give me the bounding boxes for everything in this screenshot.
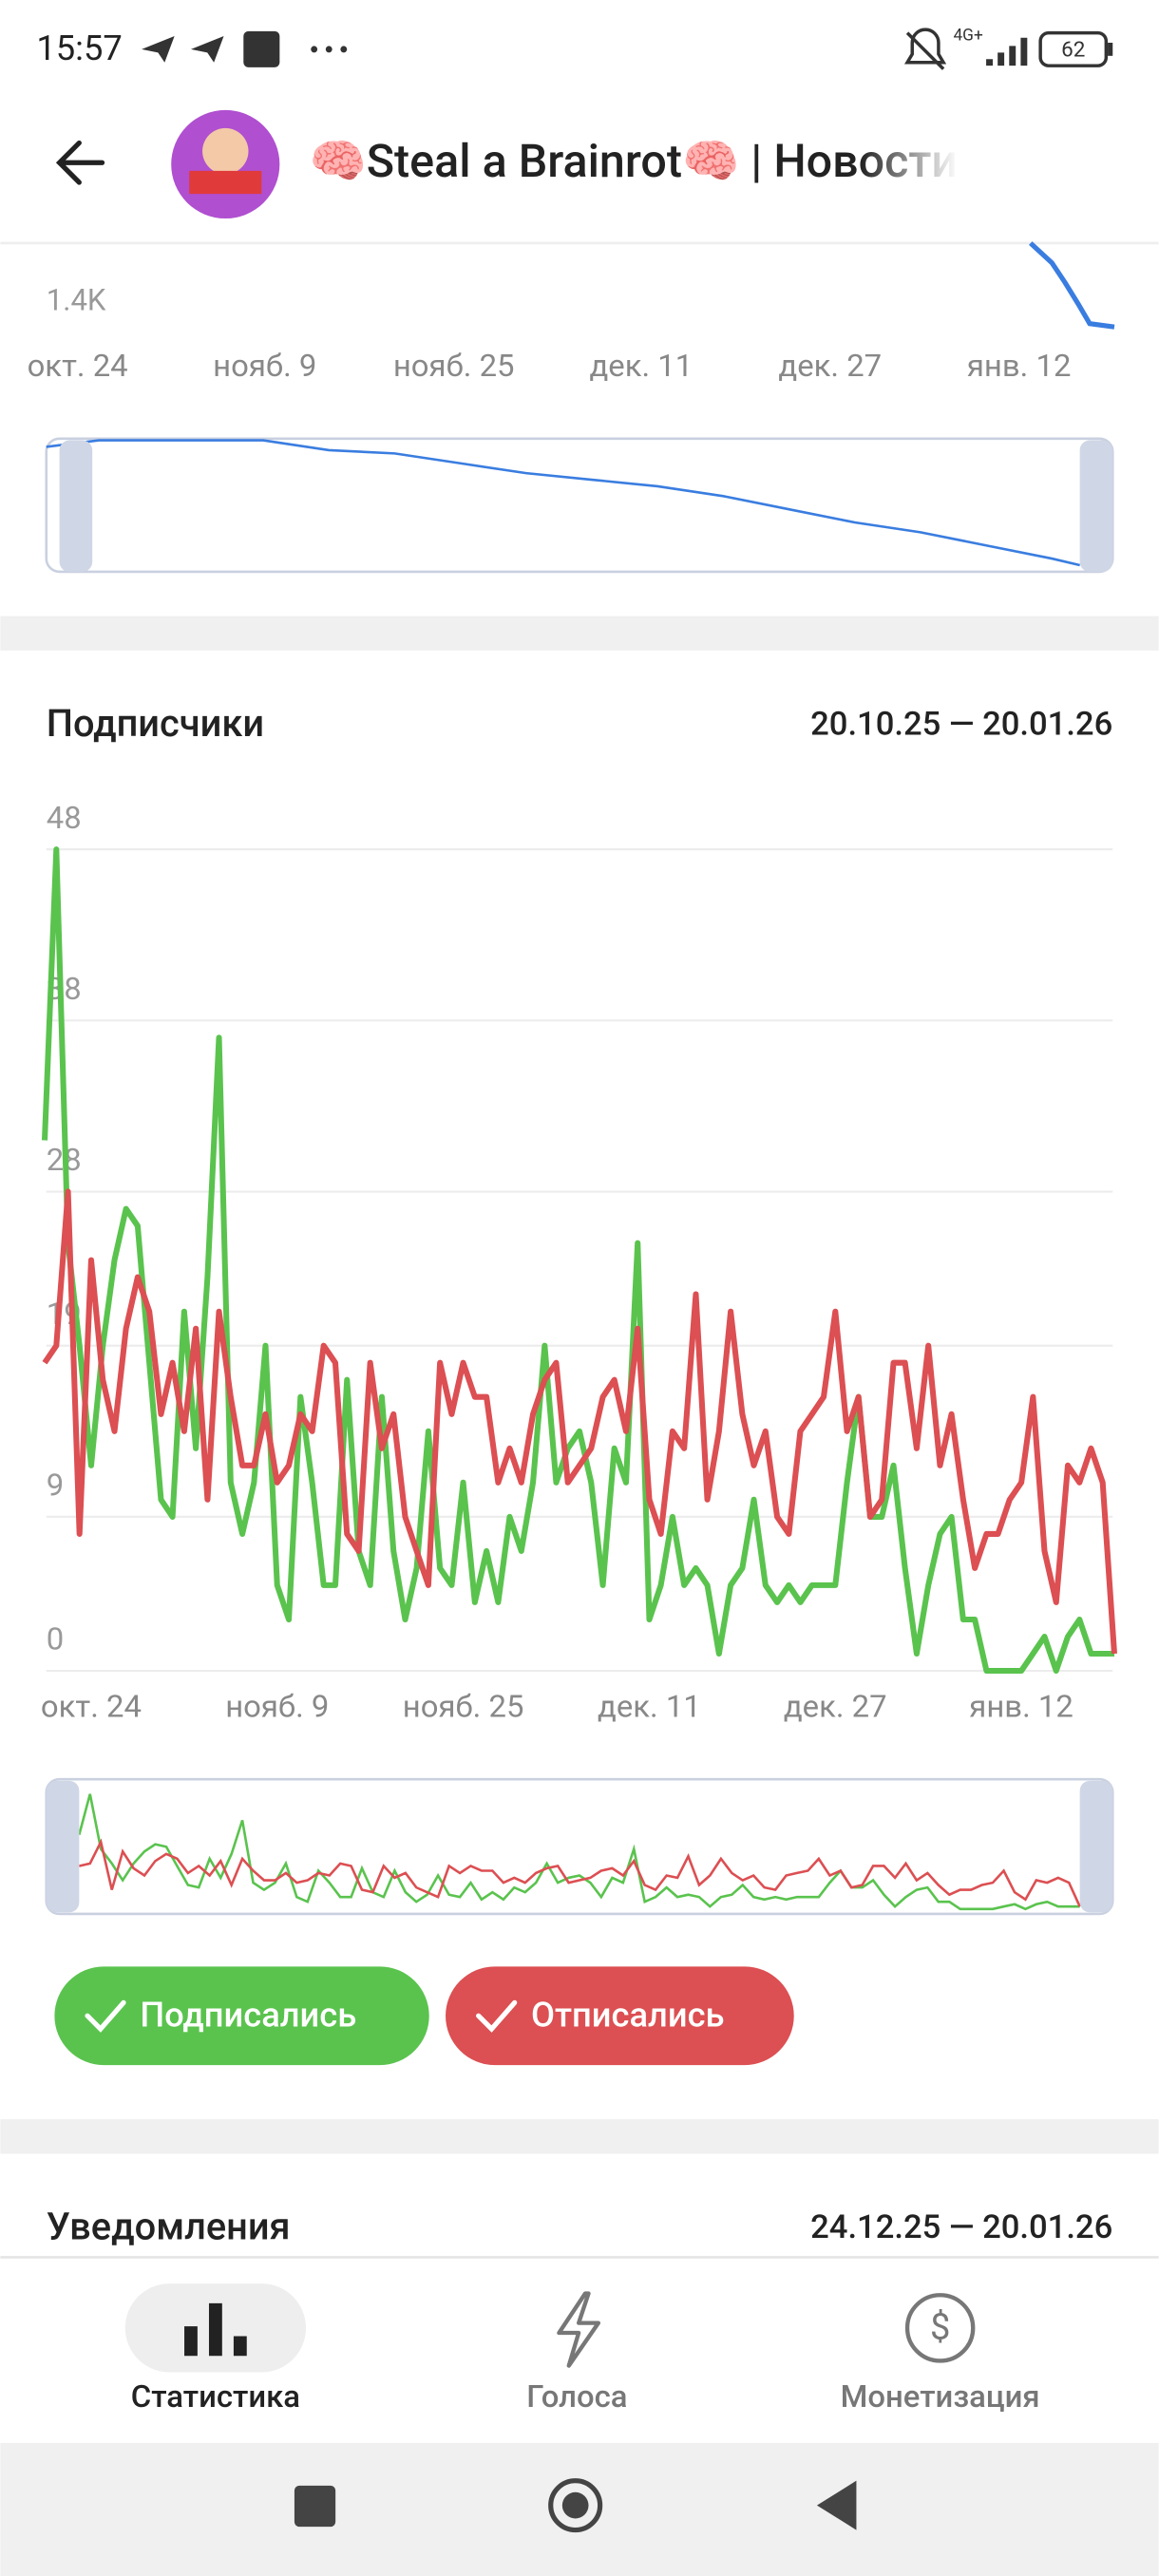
money-symbol: $ xyxy=(930,2307,950,2349)
navigator-line xyxy=(78,1793,1080,1911)
battery-tip xyxy=(1108,42,1113,56)
nav-label[interactable]: Статистика xyxy=(131,2379,300,2415)
prev-chart-line xyxy=(1029,241,1115,330)
more-dot xyxy=(311,46,318,53)
series-line xyxy=(42,1188,1118,1655)
votes-icon xyxy=(557,2291,601,2368)
x-tick-label: дек. 11 xyxy=(598,1689,701,1725)
section-title: Уведомления xyxy=(47,2205,291,2249)
more-dot xyxy=(340,46,348,53)
legend-label: Подписались xyxy=(140,1995,356,2036)
recents-button[interactable] xyxy=(294,2485,336,2528)
date-range: 20.10.25 — 20.01.26 xyxy=(810,706,1112,744)
prev-x-tick-label: нояб. 25 xyxy=(393,349,515,385)
battery-level: 62 xyxy=(1061,38,1085,63)
x-tick-label: нояб. 9 xyxy=(225,1689,329,1725)
bybit-icon xyxy=(243,30,280,67)
y-tick-label: 0 xyxy=(47,1622,64,1658)
navigator-handle[interactable] xyxy=(1079,440,1113,572)
check-icon xyxy=(85,1999,126,2033)
y-tick-label: 48 xyxy=(47,801,82,837)
clock: 15:57 xyxy=(36,28,122,68)
prev-x-tick-label: дек. 27 xyxy=(778,349,882,385)
legend-toggle[interactable] xyxy=(446,1966,794,2066)
home-button[interactable] xyxy=(548,2478,603,2533)
x-tick-label: окт. 24 xyxy=(41,1689,142,1725)
prev-navigator-line xyxy=(46,439,1080,567)
signal-icon xyxy=(986,37,1028,66)
x-tick-label: дек. 27 xyxy=(784,1689,887,1725)
prev-x-tick-label: нояб. 9 xyxy=(213,349,316,385)
section-gap xyxy=(0,2119,1159,2154)
channel-title: 🧠Steal a Brainrot🧠 | Новости xyxy=(309,134,958,188)
prev-x-tick-label: окт. 24 xyxy=(28,349,128,385)
legend-label: Отписались xyxy=(531,1995,725,2036)
prev-x-tick-label: янв. 12 xyxy=(967,349,1072,385)
x-tick-label: нояб. 25 xyxy=(403,1689,524,1725)
date-range: 24.12.25 — 20.01.26 xyxy=(810,2208,1112,2246)
series-line xyxy=(41,846,1114,1675)
y-tick-label: 9 xyxy=(47,1468,64,1504)
home-button-dot xyxy=(561,2491,589,2519)
check-icon xyxy=(476,1999,518,2033)
back-button[interactable] xyxy=(55,140,105,185)
stats-icon xyxy=(184,2302,247,2357)
battery xyxy=(1038,30,1109,67)
navigator-handle[interactable] xyxy=(59,440,93,572)
nav-label[interactable]: Монетизация xyxy=(841,2379,1040,2415)
x-tick-label: янв. 12 xyxy=(969,1689,1074,1725)
navigator-line xyxy=(79,1838,1081,1907)
legend-toggle[interactable] xyxy=(54,1966,429,2066)
nav-label[interactable]: Голоса xyxy=(526,2379,627,2415)
prev-navigator[interactable] xyxy=(45,437,1114,574)
prev-y-tick-label: 1.4K xyxy=(47,282,106,317)
more-dot xyxy=(325,46,332,53)
back-system-button[interactable] xyxy=(816,2480,857,2530)
section-gap xyxy=(0,616,1159,651)
chart-title: Подписчики xyxy=(47,701,264,746)
avatar-face xyxy=(202,127,249,175)
prev-x-tick-label: дек. 11 xyxy=(589,349,693,385)
navigator-handle[interactable] xyxy=(46,1780,80,1913)
telegram-icons xyxy=(142,36,224,63)
network-type: 4G+ xyxy=(953,27,982,46)
money-icon xyxy=(904,2293,976,2363)
avatar-badge xyxy=(189,170,262,195)
mute-icon xyxy=(903,28,947,70)
navigator-handle[interactable] xyxy=(1079,1780,1113,1913)
